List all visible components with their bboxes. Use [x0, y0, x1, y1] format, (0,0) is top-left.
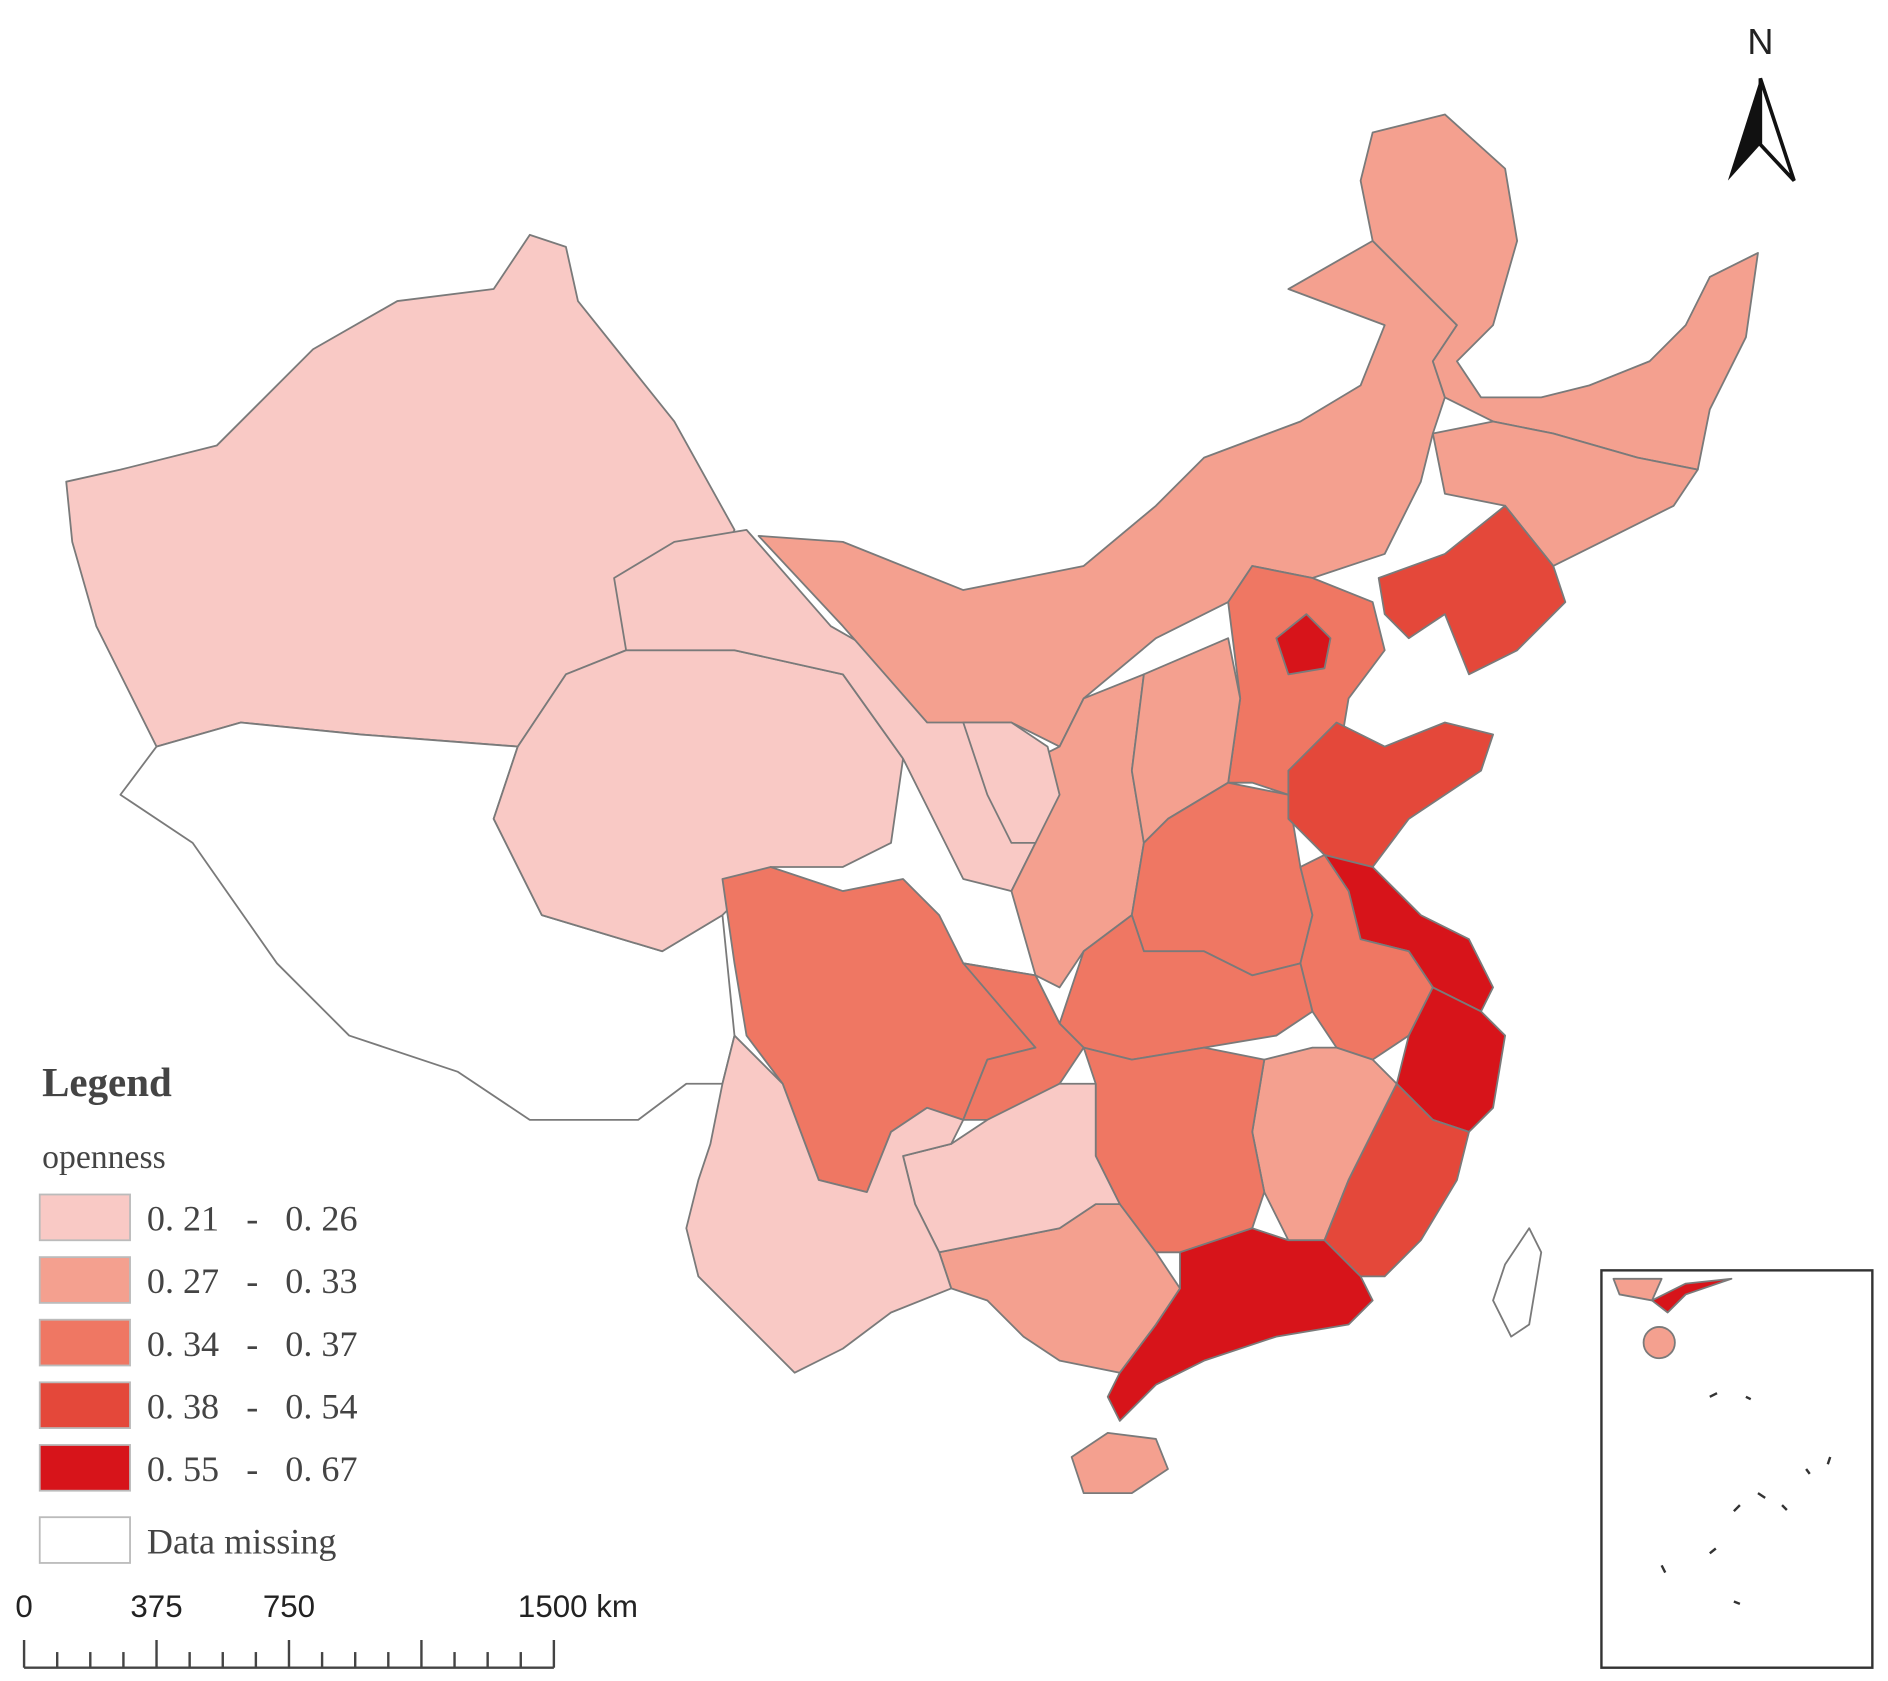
liaoning — [1377, 504, 1567, 676]
legend-swatch — [38, 1381, 131, 1429]
ningxia — [962, 721, 1061, 844]
north-arrow-right — [1758, 77, 1796, 182]
taiwan — [1492, 1227, 1543, 1338]
legend-label: 0. 55 - 0. 67 — [147, 1449, 358, 1489]
scale-label: 375 — [130, 1589, 182, 1624]
north-arrow-left — [1727, 78, 1761, 181]
fujian — [1323, 1082, 1470, 1278]
hainan — [1070, 1432, 1169, 1495]
legend-swatch — [38, 1256, 131, 1304]
shandong — [1287, 721, 1494, 868]
inset — [1600, 1269, 1874, 1669]
legend-label: 0. 27 - 0. 33 — [147, 1261, 358, 1301]
legend-swatch — [38, 1193, 131, 1242]
yunnan — [685, 1034, 965, 1374]
provinces — [65, 113, 1759, 1495]
heilongjiang — [1359, 113, 1759, 471]
legend: Legend openness 0. 21 - 0. 26 0. 27 - 0. … — [38, 1060, 358, 1564]
legend-label: 0. 38 - 0. 54 — [147, 1386, 358, 1426]
legend-swatch — [38, 1444, 131, 1492]
legend-swatch-missing — [38, 1516, 131, 1564]
scale-label: 1500 km — [518, 1589, 638, 1624]
jilin — [1431, 420, 1699, 567]
legend-label: 0. 21 - 0. 26 — [147, 1199, 358, 1239]
north-arrow: N — [1727, 21, 1796, 182]
scale-label: 0 — [15, 1589, 32, 1624]
legend-swatch — [38, 1318, 131, 1367]
scale-label: 750 — [263, 1589, 315, 1624]
legend-field: openness — [42, 1139, 166, 1176]
north-label: N — [1747, 21, 1773, 62]
legend-label: 0. 34 - 0. 37 — [147, 1324, 358, 1364]
scale-bar: 0 375 750 1500 km — [15, 1589, 638, 1669]
legend-title: Legend — [42, 1060, 172, 1105]
inset-frame — [1600, 1269, 1874, 1669]
beijing — [1275, 613, 1332, 676]
inset-hainan — [1642, 1326, 1676, 1360]
inset-guangdong — [1651, 1277, 1733, 1314]
legend-missing-label: Data missing — [147, 1521, 337, 1561]
inset-islands — [1660, 1392, 1832, 1606]
